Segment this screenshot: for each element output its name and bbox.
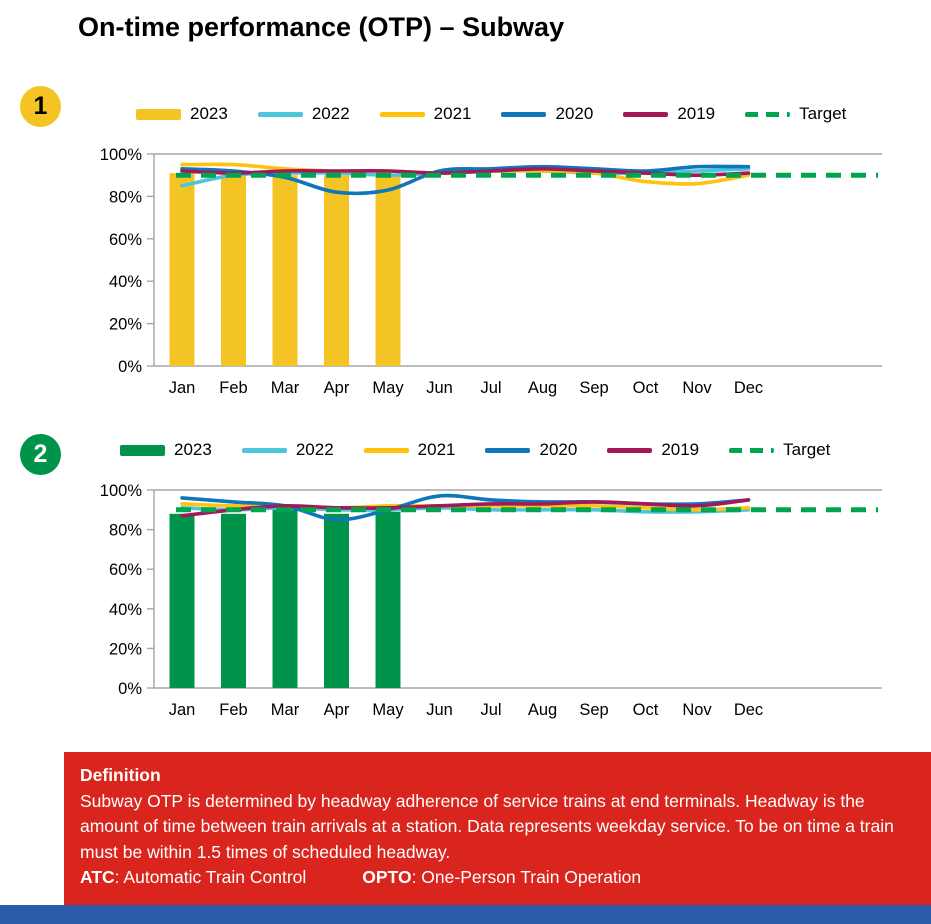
legend-item-2021: 2021 [379, 104, 472, 124]
svg-text:0%: 0% [118, 358, 142, 376]
svg-text:100%: 100% [100, 146, 143, 164]
legend-label: Target [783, 440, 831, 459]
svg-text:60%: 60% [109, 561, 142, 579]
footer-bar [0, 905, 931, 924]
legend-item-2021: 2021 [363, 440, 456, 460]
definition-heading: Definition [80, 765, 161, 785]
svg-text:Nov: Nov [682, 701, 712, 719]
legend-item-target: Target [745, 104, 846, 124]
legend-label: Target [799, 104, 847, 123]
svg-text:80%: 80% [109, 188, 142, 206]
svg-text:May: May [372, 379, 404, 397]
term-atc: ATC: Automatic Train Control [80, 867, 306, 887]
term-atc-meaning: : Automatic Train Control [114, 867, 307, 887]
svg-text:Oct: Oct [633, 701, 659, 719]
svg-text:Feb: Feb [219, 701, 247, 719]
legend-swatch-line-icon [363, 447, 409, 453]
svg-text:Dec: Dec [734, 379, 763, 397]
legend-item-2023: 2023 [136, 104, 228, 124]
legend-label: 2020 [539, 440, 578, 459]
legend-label: 2021 [417, 440, 456, 459]
svg-text:40%: 40% [109, 273, 142, 291]
legend-swatch-line-icon [607, 447, 653, 453]
svg-text:20%: 20% [109, 316, 142, 334]
legend-label: 2023 [190, 104, 228, 123]
svg-text:Oct: Oct [633, 379, 659, 397]
svg-text:40%: 40% [109, 601, 142, 619]
legend-item-2019: 2019 [607, 440, 699, 460]
legend-item-2022: 2022 [241, 440, 334, 460]
legend: 2023 2022 2021 2020 2019 Target [136, 104, 846, 124]
term-opto-meaning: : One-Person Train Operation [411, 867, 642, 887]
definition-box: Definition Subway OTP is determined by h… [64, 752, 931, 905]
legend-swatch-line-icon [241, 447, 287, 453]
svg-text:Jun: Jun [426, 701, 453, 719]
legend-label: 2019 [661, 440, 700, 459]
svg-text:60%: 60% [109, 231, 142, 249]
legend-label: 2019 [677, 104, 716, 123]
svg-text:May: May [372, 701, 404, 719]
legend-item-2019: 2019 [623, 104, 715, 124]
svg-text:Jul: Jul [480, 701, 501, 719]
legend-item-2022: 2022 [257, 104, 350, 124]
legend-swatch-line-icon [257, 111, 303, 117]
chart-2-number-badge: 2 [20, 434, 61, 475]
legend-label: 2023 [174, 440, 212, 459]
plot: 0% 20% 40% 60% 80% 100% Jan Feb Mar Apr May Jun Jul A… [92, 480, 892, 731]
legend-swatch-dashed-icon [729, 447, 775, 453]
legend-swatch-line-icon [623, 111, 669, 117]
definition-terms: ATC: Automatic Train Control OPTO: One-Pe… [80, 865, 915, 891]
svg-text:100%: 100% [100, 482, 143, 500]
term-atc-abbr: ATC [80, 867, 115, 887]
legend-swatch-line-icon [379, 111, 425, 117]
plot: 0% 20% 40% 60% 80% 100% Jan Feb Mar Apr May Jun Jul A… [92, 144, 892, 409]
svg-text:80%: 80% [109, 522, 142, 540]
term-opto: OPTO: One-Person Train Operation [362, 867, 641, 887]
legend: 2023 2022 2021 2020 2019 Target [120, 440, 830, 460]
svg-text:Apr: Apr [324, 379, 350, 397]
legend-swatch-line-icon [501, 111, 547, 117]
legend-label: 2021 [433, 104, 472, 123]
svg-text:Sep: Sep [579, 701, 608, 719]
svg-text:20%: 20% [109, 640, 142, 658]
svg-text:Mar: Mar [271, 379, 300, 397]
legend-item-2020: 2020 [485, 440, 577, 460]
svg-text:Mar: Mar [271, 701, 300, 719]
legend-item-2023: 2023 [120, 440, 212, 460]
legend-label: 2020 [555, 104, 594, 123]
legend-swatch-line-icon [485, 447, 531, 453]
svg-text:0%: 0% [118, 680, 142, 698]
svg-text:Nov: Nov [682, 379, 712, 397]
chart-1-number-badge: 1 [20, 86, 61, 127]
legend-swatch-dashed-icon [745, 111, 791, 117]
definition-body: Subway OTP is determined by headway adhe… [80, 790, 894, 862]
page-title: On-time performance (OTP) – Subway [78, 12, 565, 42]
term-opto-abbr: OPTO [362, 867, 412, 887]
svg-text:Apr: Apr [324, 701, 350, 719]
legend-item-target: Target [729, 440, 830, 460]
svg-text:Dec: Dec [734, 701, 763, 719]
svg-text:Jan: Jan [169, 379, 196, 397]
legend-label: 2022 [295, 440, 334, 459]
legend-label: 2022 [311, 104, 350, 123]
svg-text:Aug: Aug [528, 379, 557, 397]
svg-text:Jun: Jun [426, 379, 453, 397]
legend-swatch-bar-icon [120, 444, 165, 456]
legend-swatch-bar-icon [136, 108, 181, 120]
svg-text:Jan: Jan [169, 701, 196, 719]
svg-text:Jul: Jul [480, 379, 501, 397]
svg-text:Feb: Feb [219, 379, 247, 397]
svg-text:Sep: Sep [579, 379, 608, 397]
svg-text:Aug: Aug [528, 701, 557, 719]
legend-item-2020: 2020 [501, 104, 593, 124]
